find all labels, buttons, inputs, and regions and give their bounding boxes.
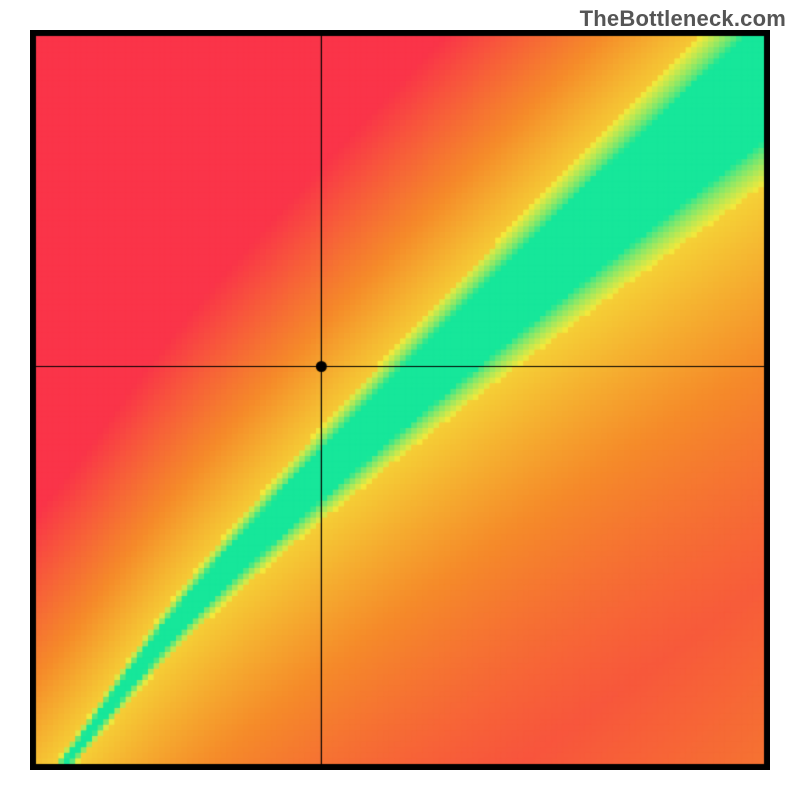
heatmap-canvas: [30, 30, 770, 770]
watermark-text: TheBottleneck.com: [580, 6, 786, 32]
bottleneck-heatmap: [30, 30, 770, 770]
